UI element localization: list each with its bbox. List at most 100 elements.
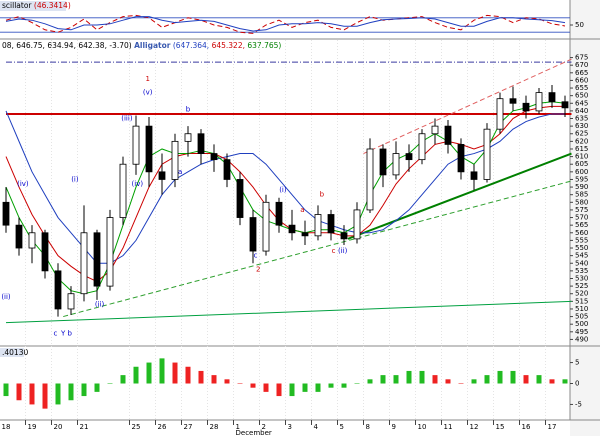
y-tick-label: 505 [575,313,588,321]
ao-bar [315,383,321,392]
wave-label: (v) [143,89,153,97]
wave-label: (iv) [17,180,29,188]
oscillator-line [5,16,566,32]
y-tick-label: 650 [575,92,588,100]
candle-body [418,133,426,161]
ao-bar [224,379,230,384]
ao-bar [55,383,61,405]
ao-bar [341,383,347,388]
candle-body [80,232,88,295]
candle-body [301,232,309,237]
ao-bar [159,358,165,384]
candle-body [15,224,23,249]
y-tick-label: 675 [575,54,588,62]
ao-bar [3,383,9,397]
y-tick-label: 530 [575,274,588,282]
y-tick-label: 600 [575,168,588,176]
candle-body [444,125,452,145]
y-tick-label: 640 [575,107,588,115]
ao-bar [133,366,139,384]
ao-bar [263,383,269,392]
y-tick-label: 490 [575,335,588,343]
oscillator-line [5,14,566,34]
ao-bar [94,383,100,392]
ao-bar [120,375,126,384]
x-tick-label: 18 [2,423,11,431]
x-tick-label: 26 [158,423,167,431]
candle-body [366,148,374,211]
label-box [0,348,24,357]
ao-bar [549,379,555,384]
price-header: 08, 646.75, 634.94, 642.38, -3.70) Allig… [2,41,281,50]
candle-body [548,92,556,103]
candle-body [28,232,36,249]
y-tick-label: 5 [575,359,579,367]
candle-body [158,171,166,180]
wave-label: (ii) [95,300,105,308]
indicator-value: 645.322, [212,41,245,50]
candle-body [496,98,504,130]
x-tick-label: 15 [496,423,505,431]
ao-bar [432,375,438,384]
month-label: December [236,429,272,436]
y-tick-label: -5 [575,400,582,408]
y-tick-label: 570 [575,214,588,222]
x-tick-label: 16 [522,423,531,431]
wave-label: (i) [279,186,287,194]
candle-body [132,125,140,165]
candle-body [379,148,387,176]
x-tick-label: 3 [288,423,292,431]
ao-bar [484,375,490,384]
x-tick-label: 17 [548,423,557,431]
wave-label: c [332,247,336,255]
candle-body [509,98,517,104]
candle-body [340,232,348,240]
y-tick-label: 500 [575,320,588,328]
x-tick-label: 2 [262,423,266,431]
x-tick-label: 11 [444,423,453,431]
candle-body [535,92,543,112]
indicator-label: scillator (46.3414) [2,1,71,10]
candle-body [210,153,218,161]
y-tick-label: 655 [575,84,588,92]
candle-body [275,201,283,226]
label-value: (46.3414) [34,1,71,10]
y-tick-label: 520 [575,290,588,298]
ao-bar [380,375,386,384]
wave-label: a [300,206,304,214]
ao-bar [536,375,542,384]
trend-line [363,58,572,155]
candle-body [522,102,530,112]
wave-label: c [254,252,258,260]
y-tick-label: 635 [575,115,588,123]
ao-bar [302,383,308,392]
ao-bar [16,383,22,401]
candle-body [236,179,244,218]
candle-body [353,209,361,240]
y-tick-label: 525 [575,282,588,290]
y-tick-label: 665 [575,69,588,77]
y-tick-label: 560 [575,229,588,237]
x-tick-label: 28 [210,423,219,431]
indicator-value: (647.364, [173,41,209,50]
y-tick-label: 645 [575,99,588,107]
ao-bar [562,379,568,384]
wave-label: b [186,105,191,113]
ao-bar [289,383,295,397]
ao-bar [68,383,74,401]
candle-body [2,201,10,226]
ao-bar [172,362,178,384]
x-tick-label: 19 [28,423,37,431]
x-tick-label: 12 [470,423,479,431]
y-tick-label: 565 [575,221,588,229]
candle-body [314,214,322,237]
ao-bar [419,370,425,384]
wave-label: (ii) [1,293,11,301]
y-tick-label: 515 [575,297,588,305]
y-tick-label: 610 [575,153,588,161]
candle-body [249,217,257,252]
candle-body [41,232,49,272]
indicator-value: 637.765) [247,41,281,50]
ao-bar [42,383,48,409]
